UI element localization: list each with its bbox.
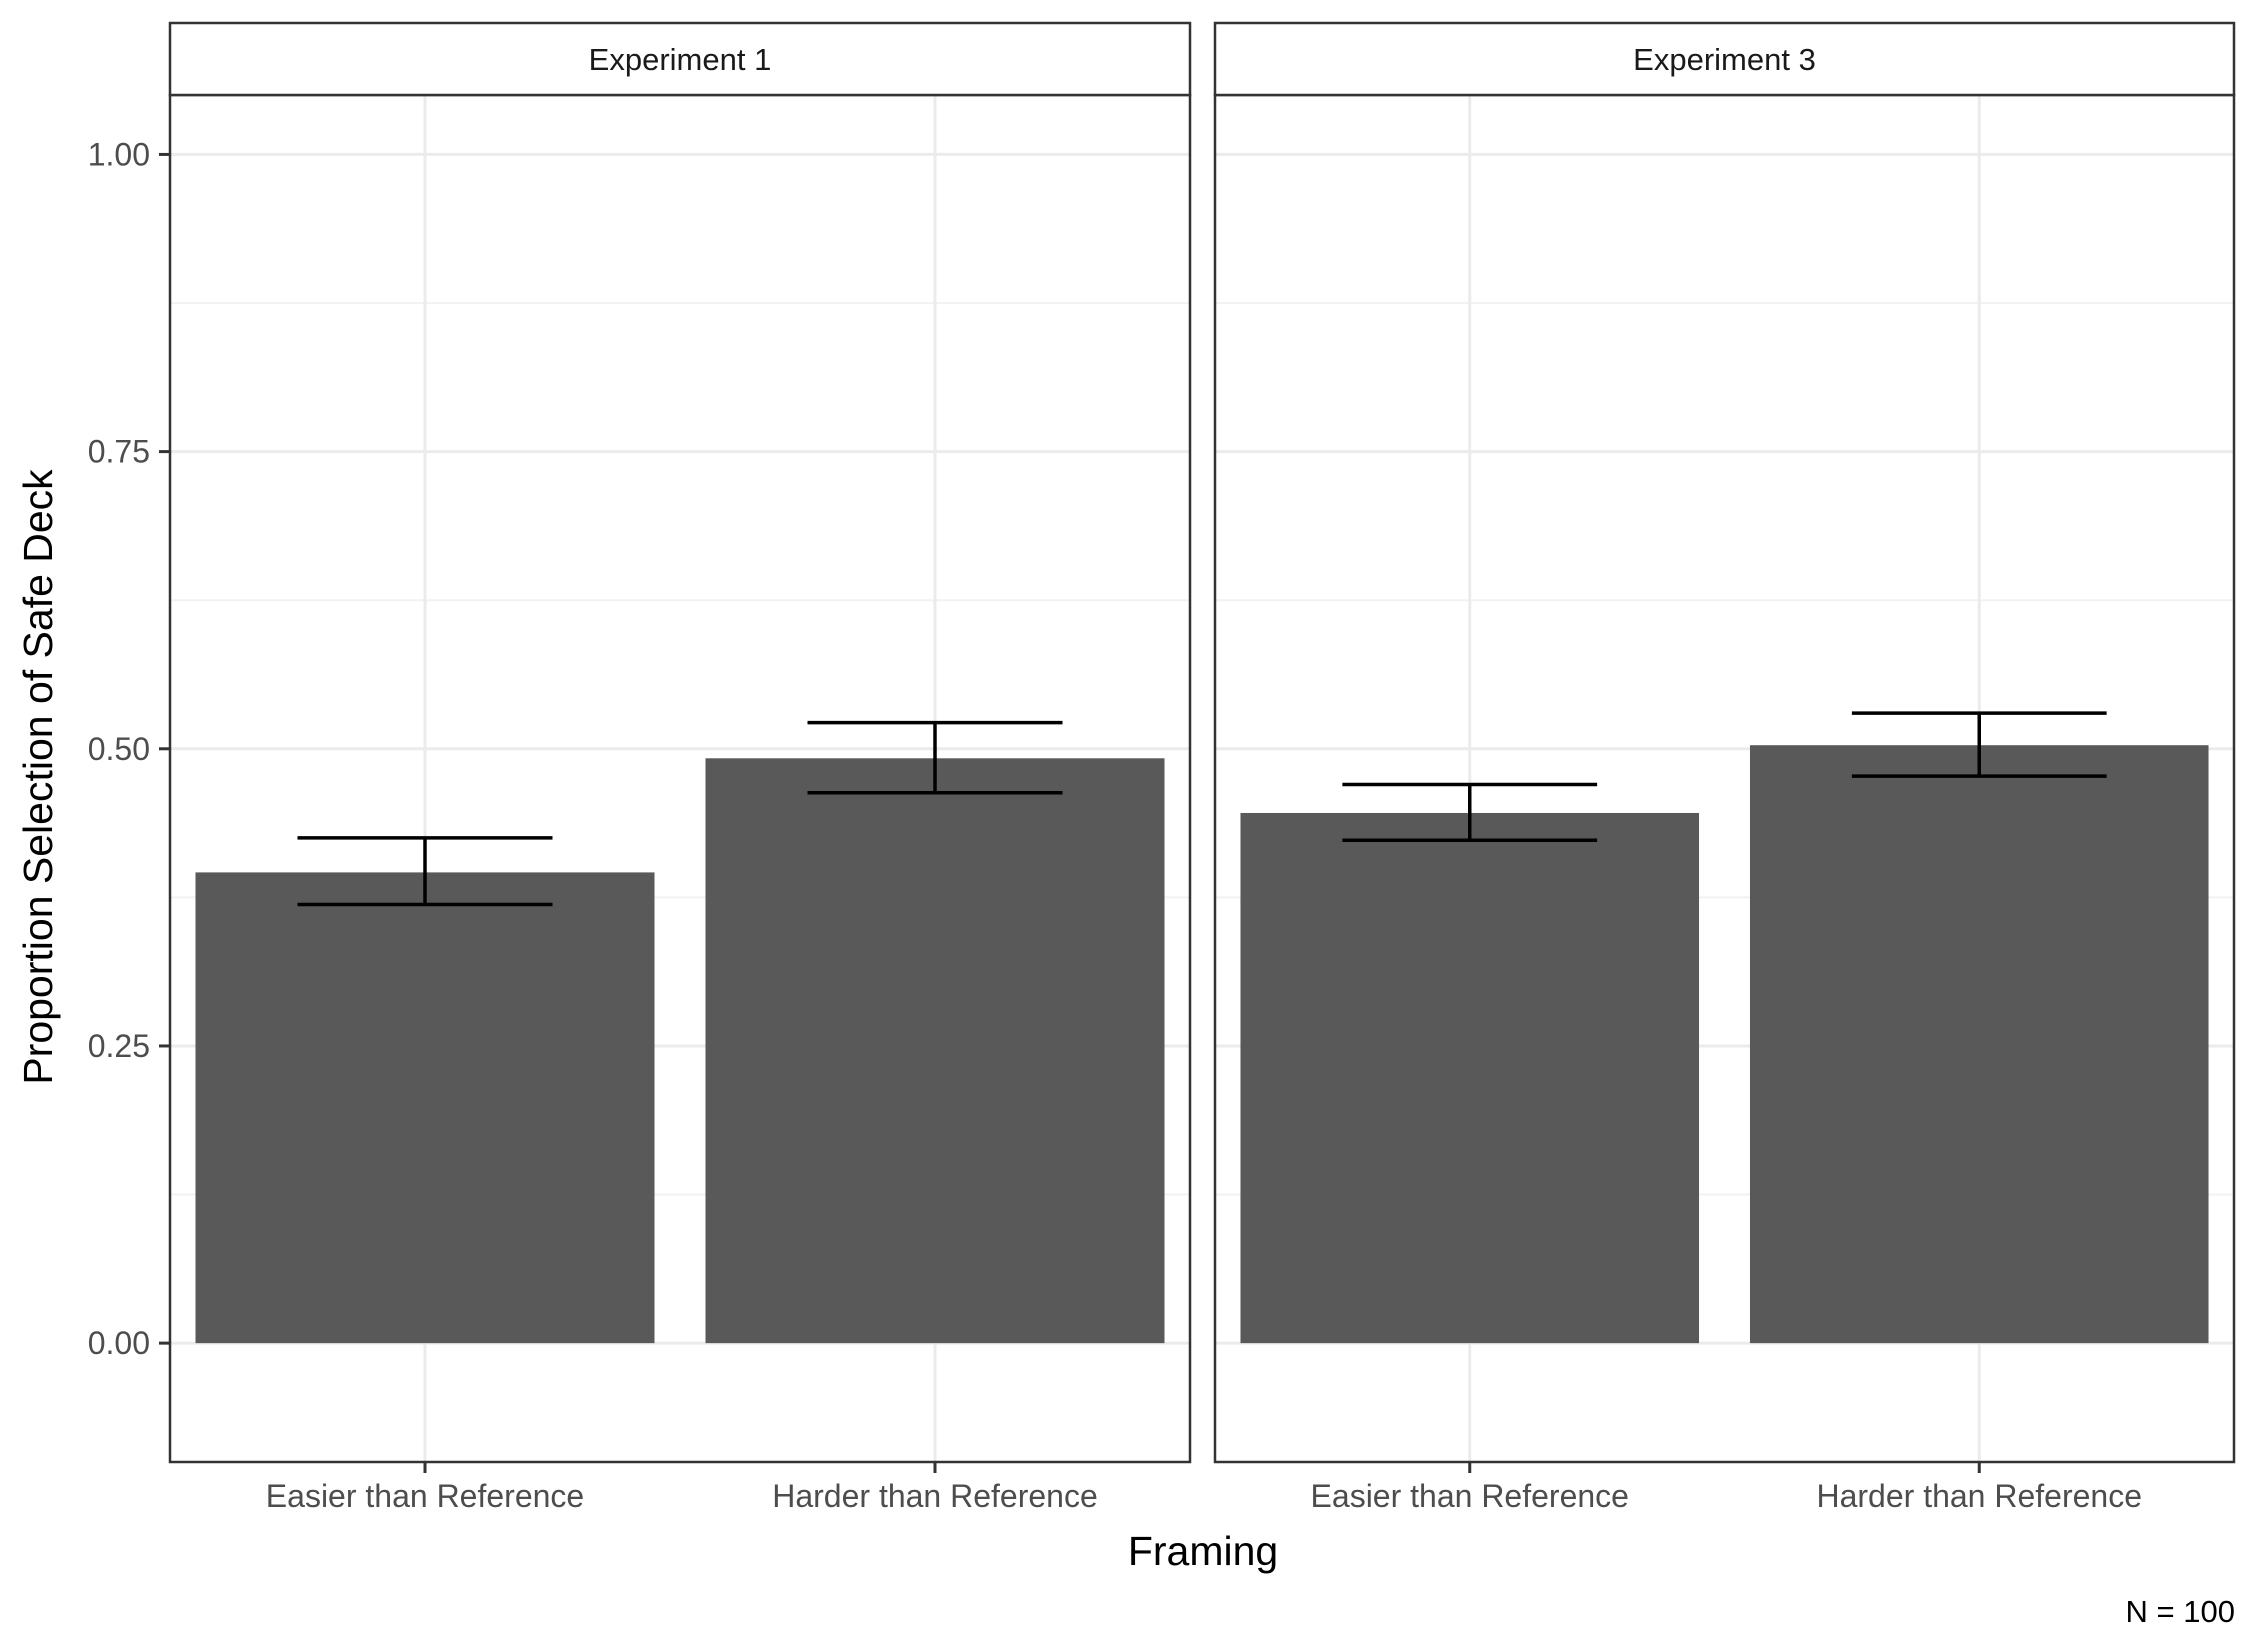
panel-2: Experiment 3 Easier than Reference Harder … <box>1213 21 2236 1514</box>
error-bar-2 <box>807 720 1063 795</box>
y-tick-label: 0.00 <box>88 1325 150 1361</box>
panel-title: Experiment 1 <box>589 42 772 77</box>
x-axis-title: Framing <box>1128 1528 1278 1574</box>
x-tick-label: Harder than Reference <box>1816 1478 2142 1514</box>
panel-1: Experiment 1 Easier than Reference Harder … <box>168 21 1192 1514</box>
y-tick-label: 0.25 <box>88 1028 150 1064</box>
x-tick-label: Easier than Reference <box>266 1478 584 1514</box>
y-axis-title: Proportion Selection of Safe Deck <box>15 469 61 1085</box>
panel-title: Experiment 3 <box>1633 42 1816 77</box>
y-tick-label: 1.00 <box>88 136 150 172</box>
strip-background <box>168 21 1192 97</box>
error-bar-1 <box>1342 782 1598 843</box>
bar-1 <box>1240 812 1700 1344</box>
x-tick-label: Harder than Reference <box>772 1478 1098 1514</box>
strip-background <box>1213 21 2236 97</box>
y-tick-label: 0.75 <box>88 434 150 470</box>
bar-1 <box>195 872 655 1344</box>
bar-2 <box>705 758 1165 1344</box>
error-bar-2 <box>1851 711 2107 778</box>
bar-2 <box>1749 745 2209 1344</box>
y-tick-label: 0.50 <box>88 731 150 767</box>
error-bar-1 <box>297 836 553 907</box>
x-tick-label: Easier than Reference <box>1311 1478 1629 1514</box>
sample-size-caption: N = 100 <box>2126 1594 2235 1629</box>
